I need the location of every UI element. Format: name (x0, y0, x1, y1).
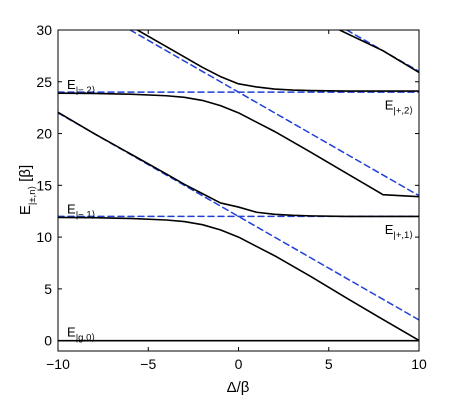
level-annotation: E|+,1⟩ (385, 222, 414, 241)
y-tick-label: 15 (36, 177, 52, 193)
x-tick-label: −10 (46, 356, 70, 372)
solid-curve-3 (58, 92, 419, 198)
y-tick-label: 0 (44, 333, 52, 349)
solid-curve-4 (136, 30, 419, 92)
solid-curve-5 (338, 30, 419, 74)
solid-curve-2 (58, 111, 419, 218)
y-tick-label: 5 (44, 281, 52, 297)
x-tick-label: 0 (235, 356, 243, 372)
level-annotation: E|−,2⟩ (67, 77, 96, 96)
y-tick-label: 25 (36, 74, 52, 90)
y-tick-label: 20 (36, 126, 52, 142)
level-annotation: E|g,0⟩ (67, 325, 95, 344)
x-tick-label: 10 (411, 356, 427, 372)
curve-layer (58, 30, 419, 342)
y-axis-label: E|±,n⟩[β] (17, 165, 38, 215)
solid-curve-1 (58, 216, 419, 342)
level-annotation: E|+,2⟩ (385, 98, 414, 117)
y-tick-label: 10 (36, 229, 52, 245)
tick-layer: −10 −5 0 5 10 0 5 10 15 20 25 30 (36, 22, 427, 372)
annotation-layer: E|−,2⟩ E|+,2⟩ E|−,1⟩ E|+,1⟩ E|g,0⟩ (67, 77, 413, 343)
x-tick-label: 5 (325, 356, 333, 372)
dashed-curve-9 (129, 30, 419, 197)
level-annotation: E|−,1⟩ (67, 201, 96, 220)
y-tick-label: 30 (36, 22, 52, 38)
x-tick-label: −5 (140, 356, 156, 372)
y-axis-label-text: E|±,n⟩[β] (17, 165, 38, 215)
x-axis-label: Δ/β (227, 379, 250, 396)
plot-frame (57, 29, 420, 352)
